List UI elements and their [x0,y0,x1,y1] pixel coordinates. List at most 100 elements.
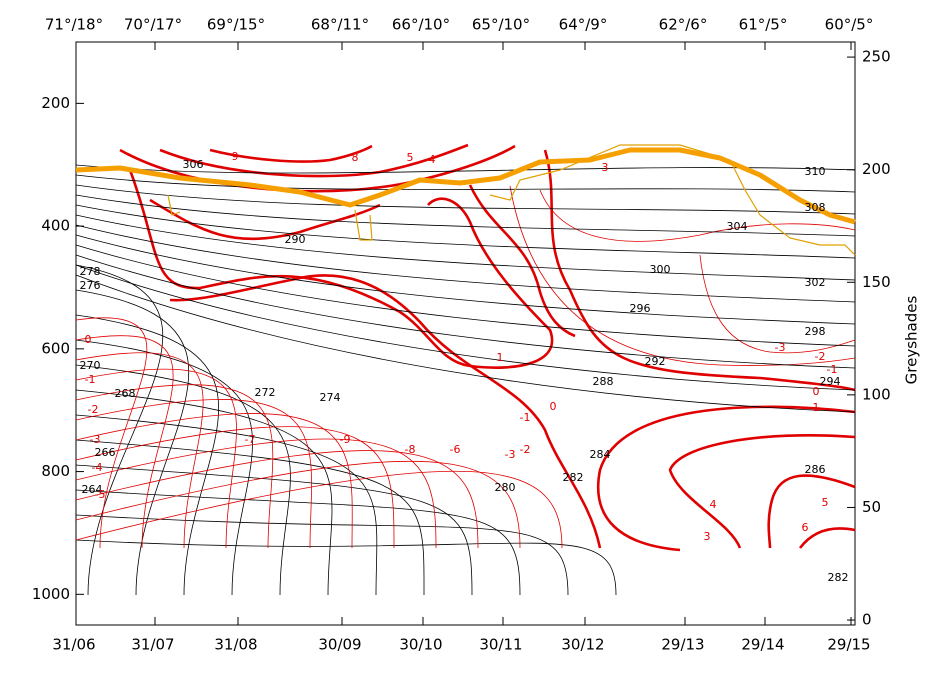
contour-label: 9 [232,150,239,163]
contour-label: 266 [95,446,116,459]
red-contour [699,254,856,354]
contours [75,143,856,596]
contour-label: 4 [710,498,717,511]
contour-label: 3 [704,530,711,543]
y-tick-label: 800 [41,462,70,480]
x-tick-label: 30/09 [318,636,361,654]
theta-contour [75,314,219,596]
theta-contour [75,414,378,596]
contour-label: 1 [813,401,820,414]
x-top-label: 68°/11° [311,16,369,34]
contour-label: 5 [822,496,829,509]
contour-label: 268 [115,387,136,400]
red-contour [119,144,516,193]
contour-label: -3 [775,341,786,354]
x-top-label: 61°/5° [739,16,788,34]
x-tick-label: 31/07 [131,636,174,654]
theta-contour [75,214,856,281]
contour-label: -8 [405,443,416,456]
y2-tick-label: 150 [862,273,891,291]
contour-label: -7 [245,433,256,446]
x-top-label: 65°/10° [472,16,530,34]
contour-label: 304 [727,220,748,233]
x-tick-label: 31/08 [214,636,257,654]
red-contour [75,352,204,549]
contour-label: 290 [285,233,306,246]
theta-contour [75,364,291,596]
red-contour [543,149,856,392]
thin-orange-line [167,194,373,241]
x-tick-label: 31/06 [52,636,95,654]
x-tick-label: 30/12 [561,636,604,654]
plot-frame [75,41,856,626]
red-contour [668,434,856,549]
contour-label: 288 [593,375,614,388]
x-top-label: 70°/17° [124,16,182,34]
y2-tick-label: 100 [862,385,891,403]
theta-contour [75,254,856,369]
red-contour [75,368,237,549]
contour-label: 0 [813,385,820,398]
contour-label: 4 [429,153,436,166]
red-contour [169,274,602,549]
contour-label: -1 [520,411,531,424]
contour-label: -2 [520,443,531,456]
theta-contour [75,439,425,596]
contour-label: -9 [340,433,351,446]
theta-contour [75,289,190,596]
red-contour [75,438,437,549]
theta-contour [75,174,856,193]
red-contour [75,413,353,549]
contour-label: -3 [90,433,101,446]
red-contour [767,474,856,549]
contour-label: 286 [805,463,826,476]
y-tick-label: 1000 [32,585,70,603]
theta-contour [75,389,333,596]
contour-label: 302 [805,276,826,289]
x-top-label: 64°/9° [559,16,608,34]
theta-contour [75,514,569,596]
x-top-label: 60°/5° [825,16,874,34]
contour-label: -2 [815,350,826,363]
theta-contour [75,194,856,237]
red-contour [75,450,479,549]
red-contour [509,185,856,366]
red-contour [75,426,395,549]
contour-label: 264 [82,483,103,496]
red-contour [209,144,373,163]
contour-label: 1 [497,351,504,364]
orange-line [75,147,856,225]
contour-label: 6 [802,521,809,534]
contour-label: 274 [320,391,341,404]
x-tick-label: 29/14 [741,636,784,654]
contour-label: -5 [95,488,106,501]
theta-contour [75,204,856,259]
contour-label: 294 [820,375,841,388]
theta-contour [75,539,617,596]
red-contour [75,399,312,549]
contour-label: -1 [827,363,838,376]
contour-label: 298 [805,325,826,338]
theta-contour [75,234,856,325]
theta-contour [75,274,856,413]
x-tick-label: 30/10 [399,636,442,654]
red-contour [75,335,174,549]
red-contour [75,384,274,549]
theta-contour [75,264,164,596]
theta-contour [75,184,856,215]
y-tick-label: 400 [41,217,70,235]
contour-label: 272 [255,386,276,399]
contour-label: 8 [352,151,359,164]
contour-label: 3 [602,161,609,174]
contour-label: -4 [92,461,103,474]
theta-contour [75,264,856,391]
red-contour [75,470,563,549]
contour-label: -1 [85,373,96,386]
theta-contour [75,244,856,347]
theta-contour [75,489,521,596]
contour-label: -6 [450,443,461,456]
theta-contour [75,464,473,596]
contour-label: 306 [183,158,204,171]
x-top-label: 66°/10° [392,16,450,34]
